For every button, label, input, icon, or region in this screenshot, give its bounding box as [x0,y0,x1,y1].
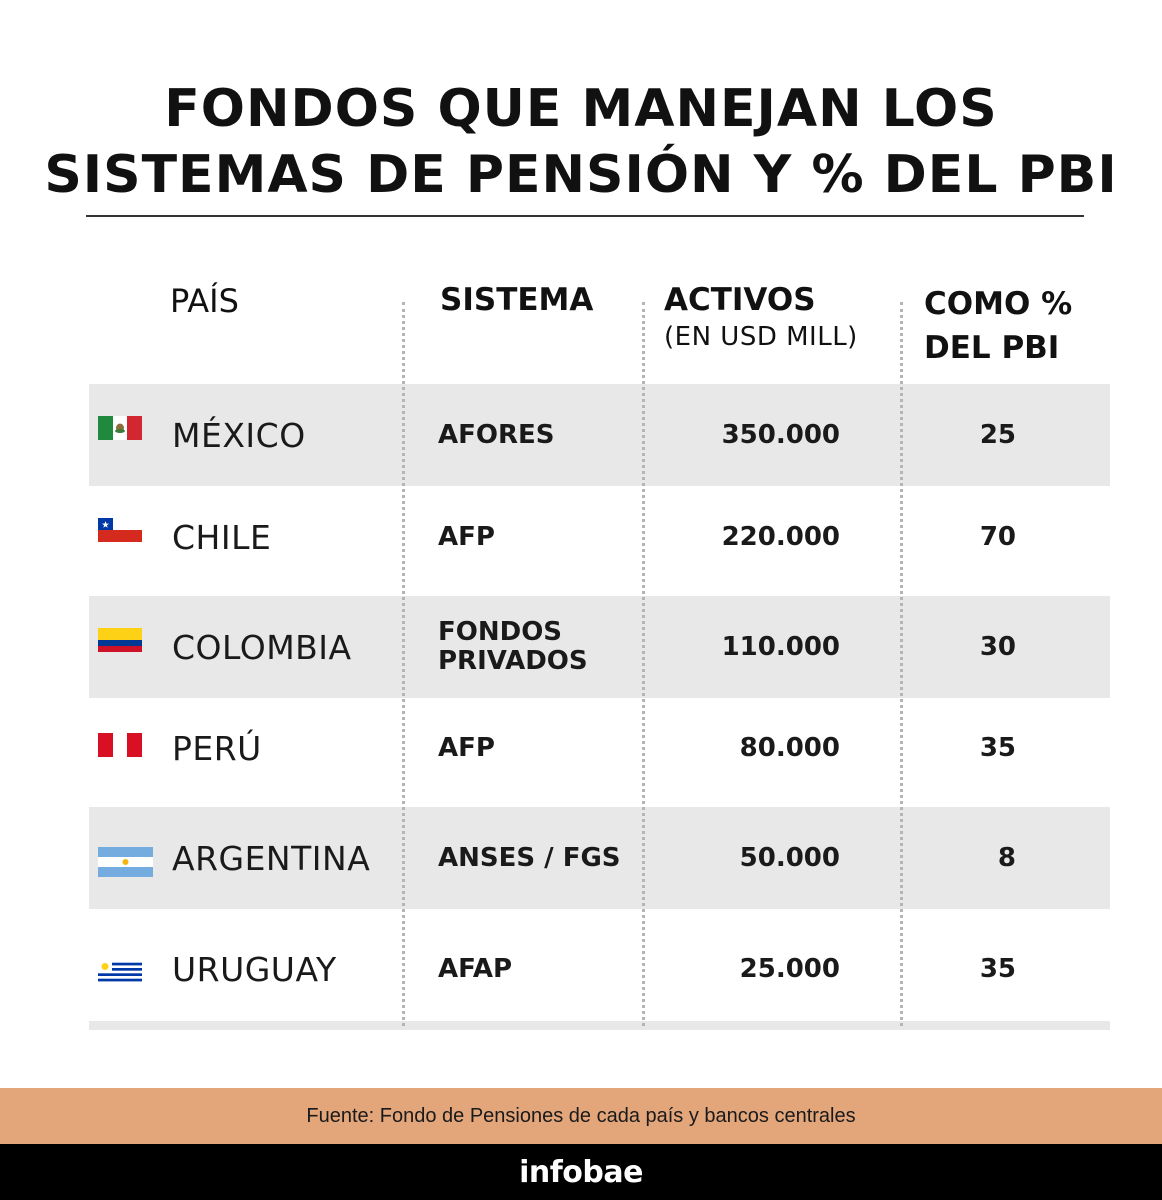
activos-cell: 350.000 [721,420,840,450]
header-activos-unit: (EN USD MILL) [664,322,858,352]
colombia-flag-icon [98,628,142,652]
activos-cell: 80.000 [739,733,840,763]
sistema-cell: FONDOS PRIVADOS [438,617,588,676]
country-name: PERÚ [172,728,262,768]
header-sistema: SISTEMA [440,282,594,318]
header-pbi-line-2: DEL PBI [924,330,1060,366]
table-row-peru: PERÚ AFP 80.000 35 [89,697,1110,799]
header-pbi-line-1: COMO % [924,286,1073,322]
table-row-chile: CHILE AFP 220.000 70 [89,486,1110,588]
activos-cell: 50.000 [739,843,840,873]
uruguay-flag-icon [98,960,142,984]
header-pbi: COMO % DEL PBI [924,282,1072,370]
title-divider [86,215,1084,217]
header-activos: ACTIVOS [664,282,816,318]
activos-cell: 25.000 [739,954,840,984]
column-divider [642,302,645,1026]
activos-cell: 220.000 [721,522,840,552]
page-title: FONDOS QUE MANEJAN LOS SISTEMAS DE PENSI… [0,76,1162,208]
sistema-cell: AFORES [438,419,555,450]
country-name: URUGUAY [172,949,337,989]
pbi-cell: 8 [997,843,1016,873]
country-name: ARGENTINA [172,838,371,878]
header-pais: PAÍS [170,282,239,320]
pbi-cell: 25 [979,420,1016,450]
brand-footer: infobae [0,1144,1162,1200]
mexico-flag-icon [98,416,142,440]
activos-cell: 110.000 [721,632,840,662]
title-line-2: SISTEMAS DE PENSIÓN Y % DEL PBI [44,145,1118,205]
sistema-cell: AFP [438,732,495,763]
table-row-mexico: MÉXICO AFORES 350.000 25 [89,384,1110,486]
pbi-cell: 70 [979,522,1016,552]
chile-flag-icon [98,518,142,542]
country-name: COLOMBIA [172,627,352,667]
sistema-cell: AFAP [438,953,513,984]
source-note: Fuente: Fondo de Pensiones de cada país … [0,1088,1162,1144]
sistema-cell: ANSES / FGS [438,842,621,873]
table-row-uruguay: URUGUAY AFAP 25.000 35 [89,918,1110,1020]
table-row-colombia: COLOMBIA FONDOS PRIVADOS 110.000 30 [89,596,1110,698]
argentina-flag-icon [98,847,153,877]
infobae-logo: infobae [519,1154,643,1190]
table-row-argentina: ARGENTINA ANSES / FGS 50.000 8 [89,807,1110,909]
title-line-1: FONDOS QUE MANEJAN LOS [164,79,998,139]
table-bottom-band [89,1021,1110,1030]
peru-flag-icon [98,733,142,757]
column-divider [900,302,903,1026]
column-divider [402,302,405,1026]
pbi-cell: 35 [979,733,1016,763]
pbi-cell: 35 [979,954,1016,984]
sistema-cell: AFP [438,521,495,552]
pbi-cell: 30 [979,632,1016,662]
country-name: CHILE [172,517,272,557]
country-name: MÉXICO [172,415,306,455]
